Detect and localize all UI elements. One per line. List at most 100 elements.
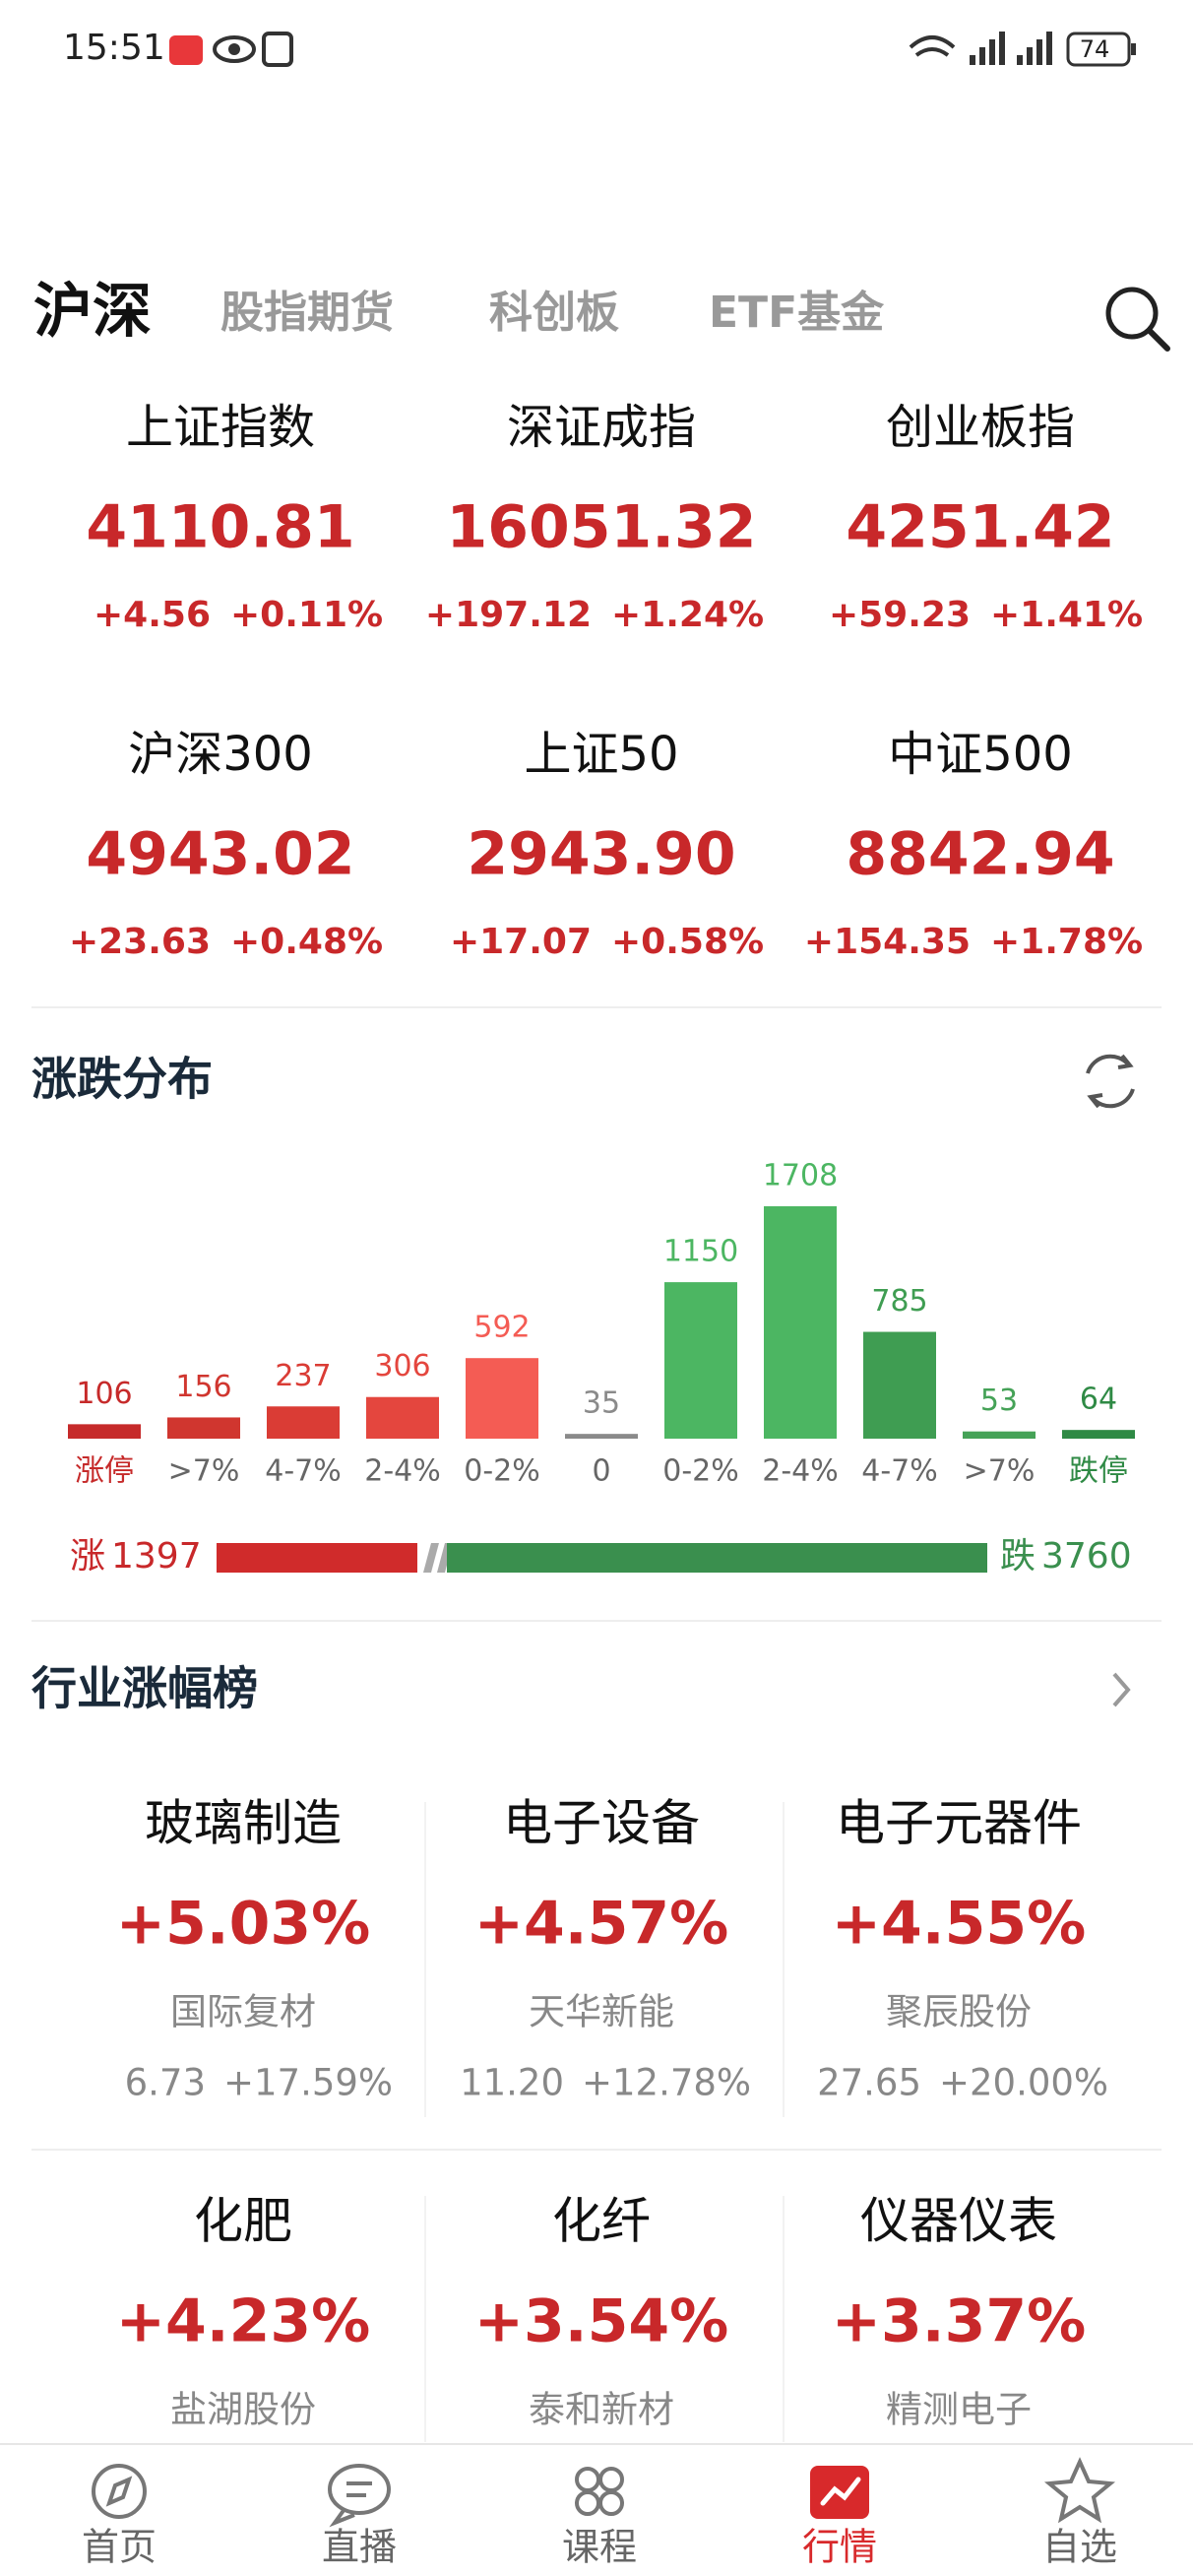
bar-value: 1150 (663, 1235, 738, 1269)
stock-change: +12.78% (582, 2062, 751, 2104)
bar-value: 64 (1080, 1383, 1117, 1417)
bar-category: >7% (964, 1454, 1036, 1489)
industry-change: +4.57% (474, 1890, 728, 1959)
industry-name: 化纤 (552, 2193, 651, 2250)
index-name: 上证指数 (126, 400, 315, 455)
industry-change: +4.55% (832, 1890, 1086, 1959)
bar (764, 1206, 837, 1439)
stock-change: +17.59% (223, 2062, 393, 2104)
industry-name: 化肥 (194, 2193, 292, 2250)
leading-stock: 精测电子 (886, 2389, 1032, 2431)
index-name: 中证500 (888, 727, 1073, 782)
industry-name: 电子设备 (503, 1795, 700, 1852)
bar-value: 306 (374, 1349, 430, 1384)
leading-stock: 聚辰股份 (886, 1991, 1032, 2033)
bar-value: 592 (473, 1311, 530, 1345)
down-label: 跌 (1000, 1536, 1036, 1577)
index-change-pct: +0.58% (611, 922, 764, 962)
stock-price: 11.20 (460, 2062, 564, 2104)
down-bar (446, 1543, 987, 1573)
index-change: +4.56 (94, 595, 211, 635)
bar-category: 跌停 (1069, 1454, 1128, 1489)
bar (863, 1331, 936, 1439)
index-change-pct: +0.11% (230, 595, 383, 635)
index-value: 4110.81 (86, 493, 354, 562)
bottom-nav: 首页 直播 课程 行情 自选 (0, 2443, 1193, 2576)
index-value: 8842.94 (846, 820, 1114, 889)
section-title: 行业涨幅榜 (31, 1662, 258, 1715)
bar (1062, 1430, 1135, 1439)
index-name: 创业板指 (886, 400, 1075, 455)
index-change: +17.07 (450, 922, 592, 962)
index-change: +197.12 (425, 595, 592, 635)
bar-category: 4-7% (265, 1454, 342, 1489)
nav-label[interactable]: 自选 (1042, 2526, 1117, 2569)
index-change-pct: +1.24% (611, 595, 764, 635)
bar-category: >7% (168, 1454, 240, 1489)
industry-name: 仪器仪表 (860, 2193, 1057, 2250)
leading-stock: 天华新能 (529, 1991, 674, 2033)
nav-label[interactable]: 课程 (562, 2526, 637, 2569)
index-change-pct: +0.48% (230, 922, 383, 962)
index-value: 4943.02 (86, 820, 354, 889)
bar (664, 1282, 737, 1439)
index-change: +23.63 (69, 922, 211, 962)
index-change: +59.23 (829, 595, 971, 635)
bar (167, 1417, 240, 1439)
up-label: 涨 (70, 1536, 105, 1577)
bar-value: 106 (76, 1377, 132, 1411)
status-icons (169, 32, 1136, 67)
bar-value: 53 (980, 1384, 1018, 1418)
bar (565, 1434, 638, 1439)
bar (267, 1406, 340, 1439)
bar-category: 4-7% (861, 1454, 938, 1489)
battery-level: 74 (1080, 35, 1110, 63)
industry-change: +3.37% (832, 2287, 1086, 2356)
industry-change: +4.23% (116, 2287, 370, 2356)
index-change-pct: +1.41% (990, 595, 1143, 635)
bar-category: 涨停 (75, 1454, 134, 1489)
up-count: 1397 (111, 1536, 202, 1577)
leading-stock: 泰和新材 (529, 2389, 674, 2431)
bar-value: 1708 (763, 1159, 838, 1193)
up-bar (217, 1543, 417, 1573)
bar-category: 0 (592, 1454, 610, 1489)
more-chevron[interactable] (1112, 1672, 1131, 1707)
refresh-button[interactable] (1086, 1054, 1135, 1109)
search-button[interactable] (1105, 287, 1170, 352)
nav-label[interactable]: 首页 (82, 2526, 157, 2569)
leading-stock: 国际复材 (170, 1991, 316, 2033)
separator (422, 1543, 439, 1573)
bar-value: 785 (871, 1284, 927, 1319)
bar-value: 156 (175, 1370, 231, 1404)
tab[interactable]: 沪深 (33, 278, 152, 347)
leading-stock: 盐湖股份 (170, 2389, 316, 2431)
index-value: 4251.42 (846, 493, 1114, 562)
bar-value: 237 (275, 1359, 331, 1393)
index-name: 深证成指 (507, 400, 696, 455)
stock-price: 27.65 (817, 2062, 921, 2104)
index-name: 沪深300 (128, 727, 313, 782)
bar (68, 1424, 141, 1439)
index-value: 16051.32 (446, 493, 756, 562)
bar-value: 35 (583, 1386, 620, 1421)
index-change: +154.35 (804, 922, 971, 962)
index-value: 2943.90 (467, 820, 735, 889)
bar-category: 2-4% (364, 1454, 441, 1489)
tab[interactable]: ETF基金 (709, 288, 885, 338)
bar (466, 1358, 538, 1439)
industry-name: 玻璃制造 (145, 1795, 342, 1852)
index-change-pct: +1.78% (990, 922, 1143, 962)
nav-label[interactable]: 直播 (322, 2526, 397, 2569)
bar-category: 0-2% (662, 1454, 739, 1489)
bar-category: 0-2% (464, 1454, 540, 1489)
bar-category: 2-4% (762, 1454, 839, 1489)
bar (963, 1431, 1036, 1439)
nav-label[interactable]: 行情 (802, 2526, 877, 2569)
down-count: 3760 (1041, 1536, 1132, 1577)
status-time: 15:51 (63, 28, 165, 68)
tab[interactable]: 科创板 (489, 288, 619, 338)
section-title: 涨跌分布 (31, 1053, 213, 1106)
tab[interactable]: 股指期货 (220, 288, 394, 338)
